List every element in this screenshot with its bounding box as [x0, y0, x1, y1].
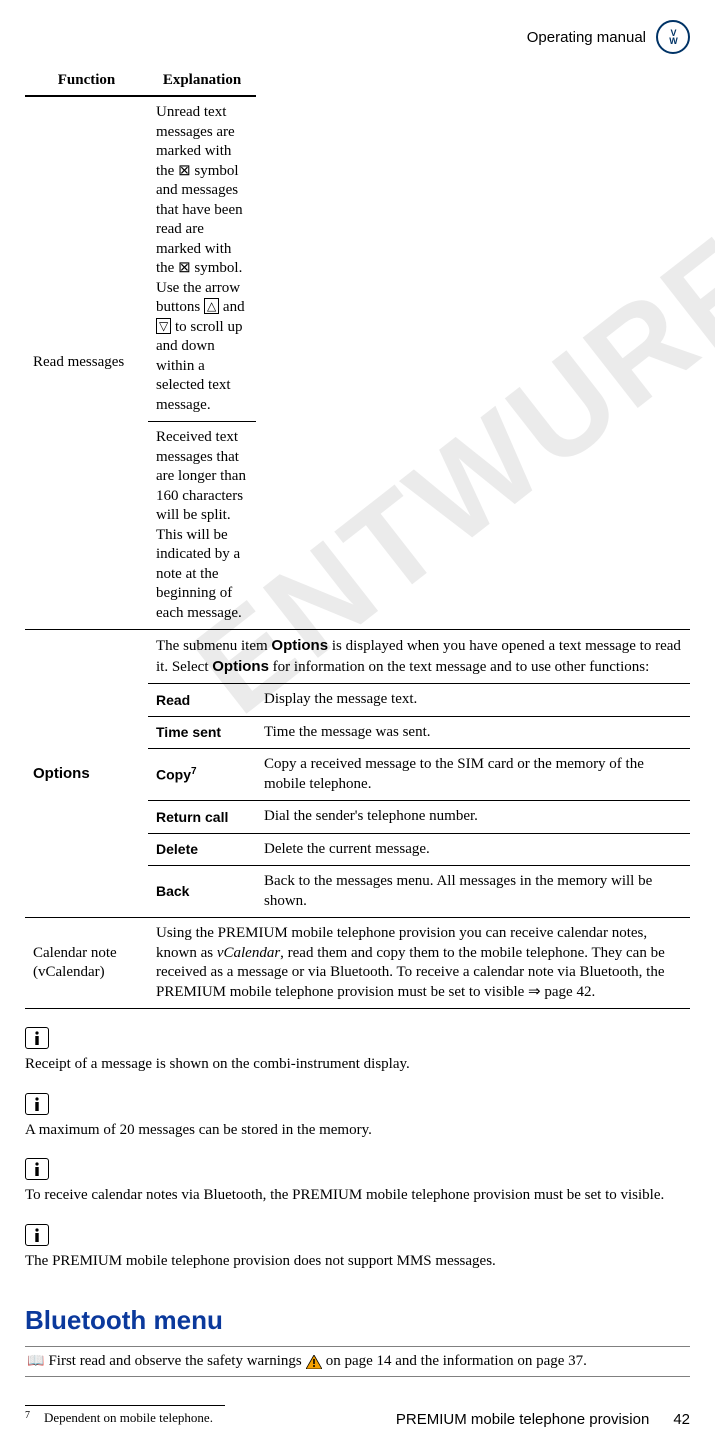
info-icon: [25, 1093, 49, 1115]
closed-envelope-icon: ⊠: [178, 163, 191, 179]
table-row: Options The submenu item Options is disp…: [25, 630, 690, 684]
book-icon: 📖: [27, 1353, 44, 1370]
text: on page 14 and the information on page 3…: [326, 1353, 587, 1370]
arrow-down-icon: ▽: [156, 318, 171, 334]
options-intro: The submenu item Options is displayed wh…: [148, 630, 690, 684]
note-3: To receive calendar notes via Bluetooth,…: [25, 1186, 690, 1206]
footnote-ref: 7: [191, 766, 197, 777]
warning-triangle-icon: [306, 1353, 322, 1370]
calendar-desc: Using the PREMIUM mobile telephone provi…: [148, 918, 690, 1009]
opt-copy: Copy7: [148, 749, 256, 801]
fn-options: Options: [25, 630, 148, 918]
footnote-number: 7: [25, 1410, 30, 1426]
info-icon: [25, 1027, 49, 1049]
note-2: A maximum of 20 messages can be stored i…: [25, 1121, 690, 1141]
page-header: Operating manual VW: [25, 20, 690, 54]
text: and: [219, 299, 244, 315]
text: The submenu item: [156, 638, 271, 654]
footnote-separator: [25, 1405, 225, 1406]
col-explanation: Explanation: [148, 66, 256, 96]
read-messages-desc-2: Received text messages that are longer t…: [148, 422, 256, 630]
header-title: Operating manual: [527, 29, 646, 46]
text: Copy: [156, 767, 191, 783]
opt-timesent-desc: Time the message was sent.: [256, 716, 690, 749]
opt-read: Read: [148, 684, 256, 717]
footnote-text: Dependent on mobile telephone.: [44, 1410, 213, 1426]
safety-notice: 📖 First read and observe the safety warn…: [25, 1346, 690, 1377]
footnote: 7 Dependent on mobile telephone.: [25, 1410, 690, 1426]
text: First read and observe the safety warnin…: [48, 1353, 301, 1370]
text: vCalendar: [217, 945, 280, 961]
opt-read-desc: Display the message text.: [256, 684, 690, 717]
table-row: Read messages Unread text messages are m…: [25, 96, 690, 422]
opt-returncall-desc: Dial the sender's telephone number.: [256, 801, 690, 834]
open-envelope-icon: ⊠: [178, 260, 191, 276]
opt-returncall: Return call: [148, 801, 256, 834]
opt-delete-desc: Delete the current message.: [256, 833, 690, 866]
vw-logo-icon: VW: [656, 20, 690, 54]
text: for information on the text message and …: [269, 659, 649, 675]
opt-delete: Delete: [148, 833, 256, 866]
text: Options: [271, 637, 328, 654]
col-function: Function: [25, 66, 148, 96]
opt-back-desc: Back to the messages menu. All messages …: [256, 866, 690, 918]
opt-copy-desc: Copy a received message to the SIM card …: [256, 749, 690, 801]
opt-back: Back: [148, 866, 256, 918]
note-4: The PREMIUM mobile telephone provision d…: [25, 1252, 690, 1272]
section-bluetooth-title: Bluetooth menu: [25, 1305, 690, 1336]
text: Options: [212, 658, 269, 675]
fn-read-messages: Read messages: [25, 96, 148, 630]
fn-calendar: Calendar note (vCalendar): [25, 918, 148, 1009]
note-1: Receipt of a message is shown on the com…: [25, 1055, 690, 1075]
read-messages-desc-1: Unread text messages are marked with the…: [148, 96, 256, 422]
opt-timesent: Time sent: [148, 716, 256, 749]
functions-table: Function Explanation Read messages Unrea…: [25, 66, 690, 1009]
info-icon: [25, 1224, 49, 1246]
text: symbol and messages that have been read …: [156, 163, 243, 277]
info-icon: [25, 1158, 49, 1180]
arrow-up-icon: △: [204, 298, 219, 314]
table-row: Calendar note (vCalendar) Using the PREM…: [25, 918, 690, 1009]
